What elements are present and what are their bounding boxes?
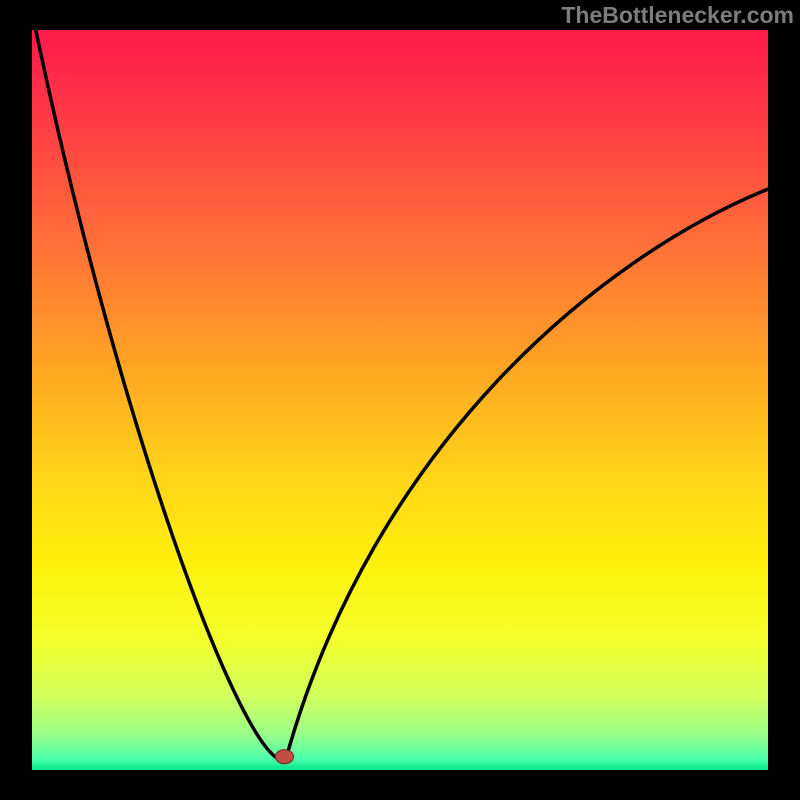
watermark-text: TheBottlenecker.com: [561, 2, 794, 29]
chart-svg: [0, 0, 800, 800]
bottleneck-chart: TheBottlenecker.com: [0, 0, 800, 800]
plot-gradient: [32, 30, 768, 770]
min-marker: [275, 750, 293, 764]
